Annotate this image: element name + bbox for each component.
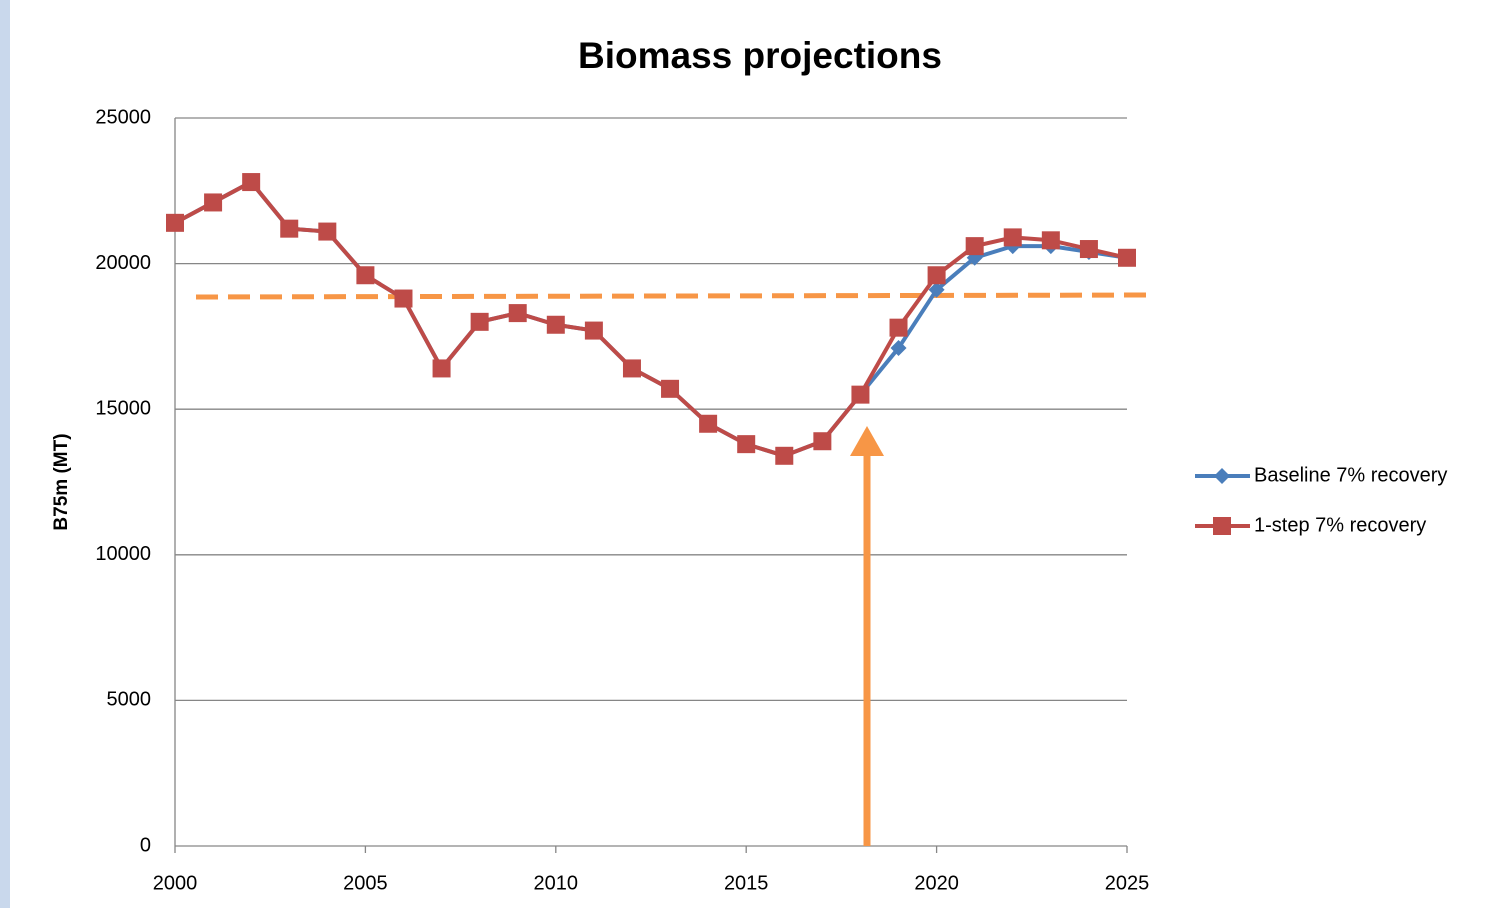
marker xyxy=(927,266,946,285)
x-tick-label: 2000 xyxy=(153,872,198,894)
marker xyxy=(699,414,718,433)
y-tick-label: 25000 xyxy=(95,106,151,128)
marker xyxy=(166,213,184,232)
marker xyxy=(546,315,565,334)
marker xyxy=(280,219,299,238)
marker xyxy=(394,289,413,308)
marker xyxy=(622,359,641,378)
marker xyxy=(1118,248,1136,267)
marker xyxy=(318,222,337,241)
marker xyxy=(928,281,945,298)
y-tick-label: 0 xyxy=(140,834,151,856)
x-tick-label: 2010 xyxy=(534,872,579,894)
y-tick-label: 15000 xyxy=(95,397,151,419)
marker xyxy=(432,359,451,378)
marker xyxy=(584,321,603,340)
marker xyxy=(965,237,984,256)
y-tick-label: 10000 xyxy=(95,543,151,565)
marker xyxy=(242,173,261,192)
marker xyxy=(1214,468,1230,484)
marker xyxy=(356,266,375,285)
legend-label: Baseline 7% recovery xyxy=(1254,464,1447,486)
x-tick-label: 2020 xyxy=(914,872,959,894)
x-tick-label: 2015 xyxy=(724,872,769,894)
marker xyxy=(1041,231,1060,250)
marker xyxy=(1079,240,1098,259)
x-tick-label: 2005 xyxy=(343,872,388,894)
arrow xyxy=(850,426,884,846)
marker xyxy=(737,435,756,454)
marker xyxy=(204,193,223,212)
marker xyxy=(470,312,489,331)
marker xyxy=(661,379,680,398)
marker xyxy=(1213,517,1231,535)
x-tick-label: 2025 xyxy=(1105,872,1150,894)
chart-title: Biomass projections xyxy=(578,35,942,76)
marker xyxy=(508,304,527,323)
y-tick-label: 5000 xyxy=(107,689,152,711)
marker xyxy=(890,340,907,357)
marker xyxy=(851,385,870,404)
marker xyxy=(813,432,832,451)
marker xyxy=(775,446,794,465)
chart-area xyxy=(10,0,1488,908)
marker xyxy=(889,318,908,337)
marker xyxy=(1003,228,1022,247)
y-axis-title: B75m (MT) xyxy=(51,433,72,530)
legend-label: 1-step 7% recovery xyxy=(1254,514,1426,536)
y-tick-label: 20000 xyxy=(95,252,151,274)
